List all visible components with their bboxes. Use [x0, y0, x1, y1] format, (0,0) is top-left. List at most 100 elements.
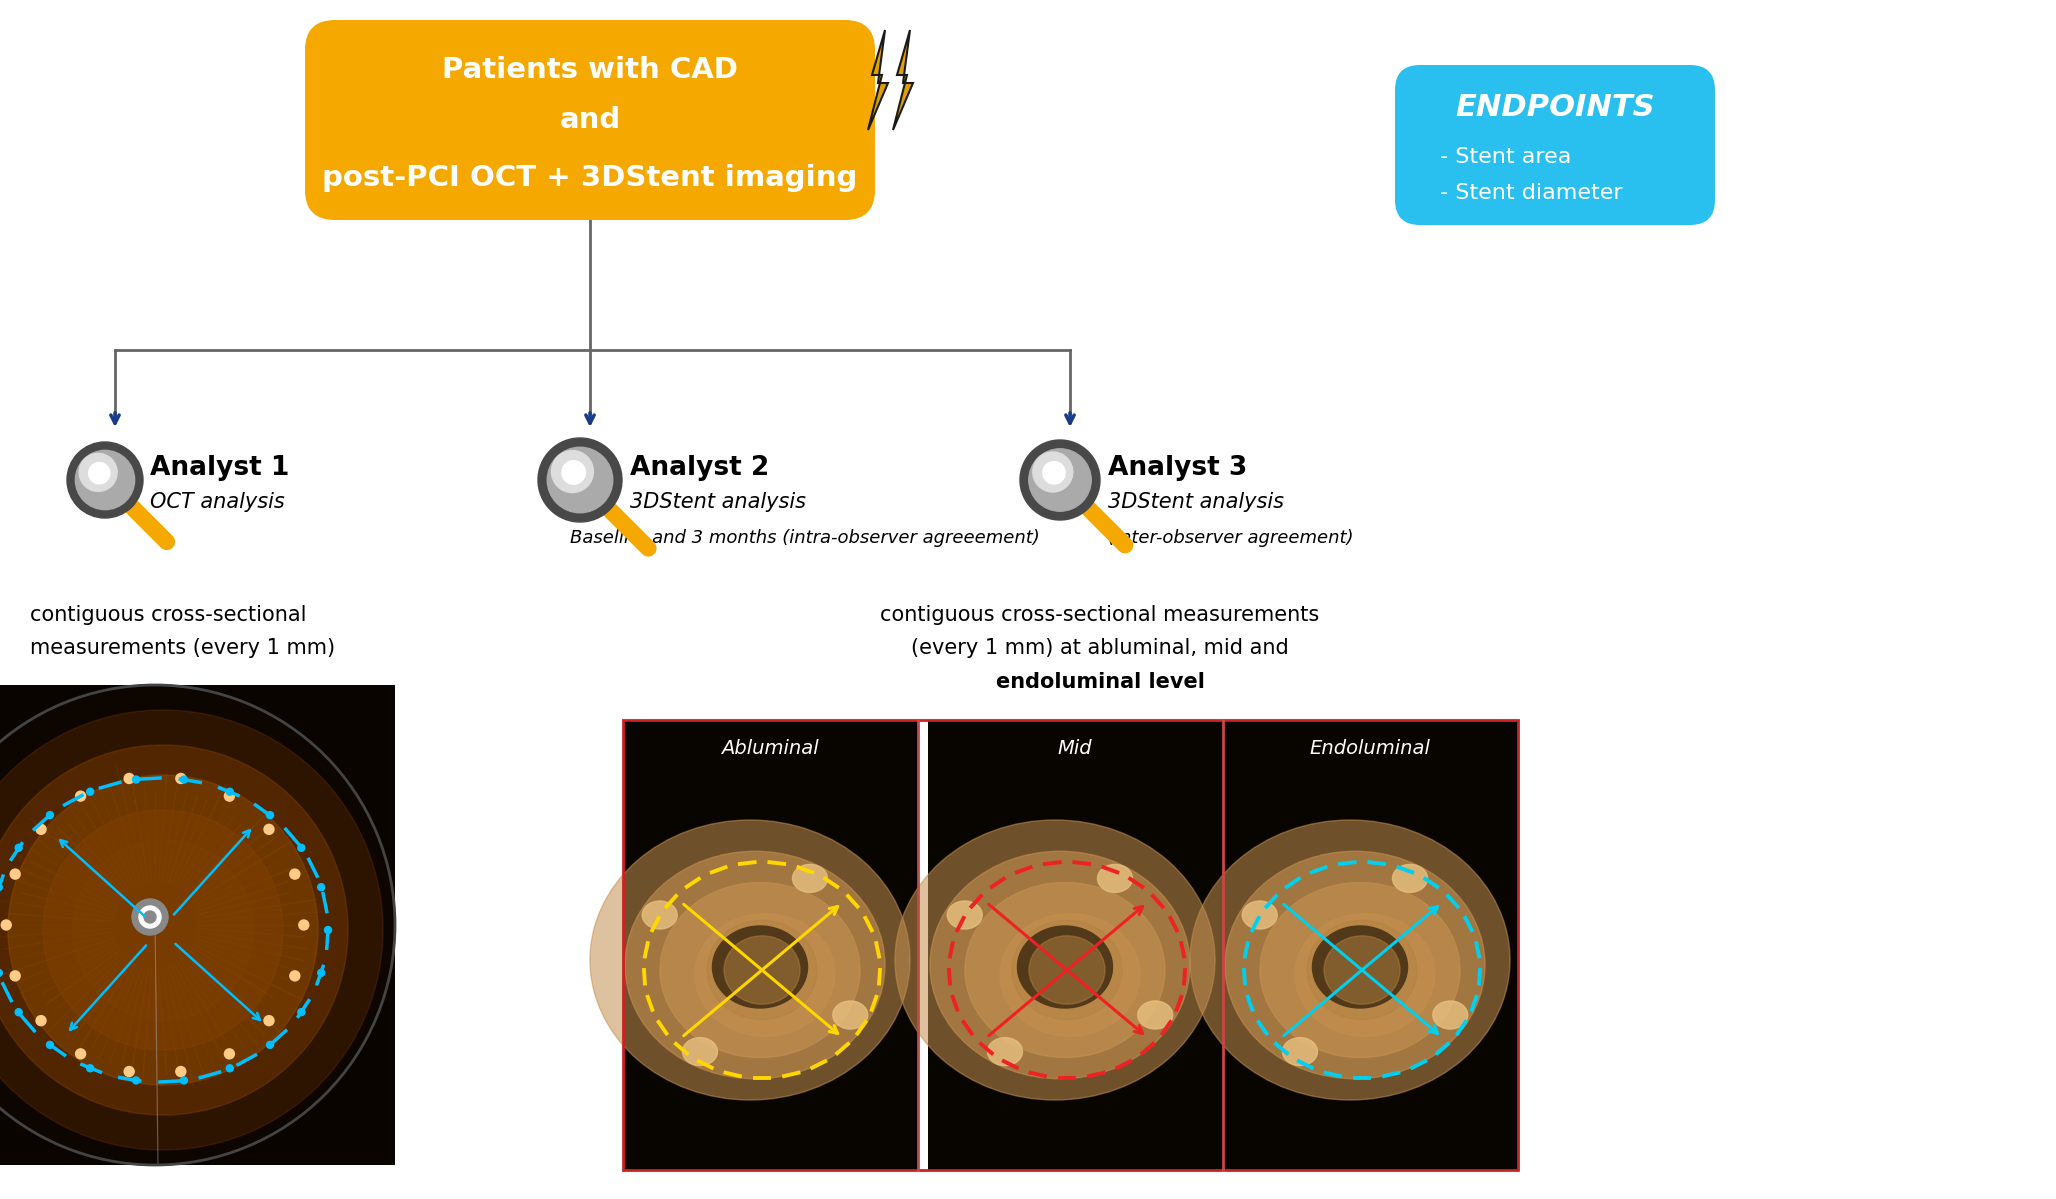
Circle shape: [298, 920, 308, 930]
Circle shape: [140, 906, 160, 928]
Circle shape: [224, 1049, 234, 1059]
Circle shape: [10, 971, 21, 981]
Circle shape: [86, 788, 95, 795]
Text: Baseline and 3 months (intra-observer agreeement): Baseline and 3 months (intra-observer ag…: [570, 529, 1040, 547]
Circle shape: [319, 969, 325, 976]
Ellipse shape: [1324, 935, 1400, 1005]
Circle shape: [325, 927, 331, 934]
Circle shape: [267, 812, 273, 819]
Circle shape: [181, 1077, 187, 1084]
Circle shape: [14, 844, 23, 851]
Circle shape: [80, 453, 117, 492]
Circle shape: [1032, 452, 1073, 492]
Text: and: and: [559, 106, 621, 134]
Ellipse shape: [1028, 935, 1104, 1005]
Text: endoluminal level: endoluminal level: [995, 671, 1205, 692]
Text: Endoluminal: Endoluminal: [1310, 739, 1431, 758]
FancyBboxPatch shape: [1396, 65, 1715, 225]
Ellipse shape: [1190, 820, 1509, 1099]
Circle shape: [226, 788, 232, 795]
Circle shape: [290, 869, 300, 879]
Circle shape: [132, 776, 140, 783]
Ellipse shape: [894, 820, 1215, 1099]
Ellipse shape: [1392, 864, 1427, 892]
Circle shape: [181, 776, 187, 783]
Ellipse shape: [1433, 1001, 1468, 1029]
Text: (every 1 mm) at abluminal, mid and: (every 1 mm) at abluminal, mid and: [911, 638, 1289, 658]
Ellipse shape: [641, 900, 676, 929]
Circle shape: [47, 812, 53, 819]
Ellipse shape: [590, 820, 911, 1099]
Text: 3DStent analysis: 3DStent analysis: [629, 492, 806, 512]
Circle shape: [37, 825, 45, 835]
Ellipse shape: [999, 914, 1139, 1036]
Circle shape: [1042, 462, 1065, 484]
Circle shape: [319, 884, 325, 891]
Circle shape: [177, 773, 185, 783]
Text: post-PCI OCT + 3DStent imaging: post-PCI OCT + 3DStent imaging: [323, 164, 857, 192]
Circle shape: [290, 971, 300, 981]
Circle shape: [0, 710, 382, 1150]
Circle shape: [561, 460, 586, 484]
Text: measurements (every 1 mm): measurements (every 1 mm): [31, 638, 335, 658]
Circle shape: [10, 869, 21, 879]
Circle shape: [267, 1042, 273, 1048]
Circle shape: [551, 451, 594, 493]
Ellipse shape: [625, 851, 884, 1079]
Circle shape: [1020, 440, 1100, 520]
Circle shape: [74, 840, 253, 1020]
Ellipse shape: [792, 864, 827, 892]
Circle shape: [123, 773, 134, 783]
Circle shape: [2, 920, 10, 930]
Ellipse shape: [1308, 921, 1417, 1019]
FancyBboxPatch shape: [0, 685, 395, 1165]
Text: Mid: Mid: [1057, 739, 1092, 758]
Circle shape: [0, 685, 395, 1165]
Ellipse shape: [695, 914, 835, 1036]
Circle shape: [8, 775, 319, 1085]
Ellipse shape: [713, 926, 808, 1008]
Ellipse shape: [1283, 1037, 1318, 1066]
Circle shape: [132, 1077, 140, 1084]
Text: ENDPOINTS: ENDPOINTS: [1456, 92, 1655, 121]
Circle shape: [86, 1065, 95, 1072]
Circle shape: [37, 1016, 45, 1025]
FancyBboxPatch shape: [927, 721, 1223, 1170]
Ellipse shape: [660, 882, 859, 1058]
Text: - Stent diameter: - Stent diameter: [1439, 183, 1622, 203]
Text: contiguous cross-sectional measurements: contiguous cross-sectional measurements: [880, 605, 1320, 625]
Circle shape: [547, 447, 613, 513]
Ellipse shape: [1312, 926, 1408, 1008]
Text: 3DStent analysis: 3DStent analysis: [1108, 492, 1285, 512]
Ellipse shape: [1137, 1001, 1172, 1029]
Circle shape: [76, 1049, 86, 1059]
Ellipse shape: [1012, 921, 1123, 1019]
Ellipse shape: [683, 1037, 718, 1066]
Circle shape: [0, 745, 347, 1115]
Text: Analyst 3: Analyst 3: [1108, 454, 1248, 481]
Circle shape: [0, 884, 2, 891]
Circle shape: [177, 1067, 185, 1077]
Text: Abluminal: Abluminal: [722, 739, 818, 758]
FancyBboxPatch shape: [1223, 721, 1517, 1170]
Ellipse shape: [964, 882, 1166, 1058]
Circle shape: [123, 1067, 134, 1077]
Circle shape: [76, 451, 134, 510]
Ellipse shape: [1295, 914, 1435, 1036]
Circle shape: [263, 1016, 273, 1025]
Ellipse shape: [948, 900, 983, 929]
Polygon shape: [892, 30, 913, 129]
Circle shape: [76, 791, 86, 801]
Ellipse shape: [724, 935, 800, 1005]
Text: OCT analysis: OCT analysis: [150, 492, 284, 512]
Ellipse shape: [1225, 851, 1484, 1079]
Circle shape: [0, 969, 2, 976]
Ellipse shape: [929, 851, 1190, 1079]
Ellipse shape: [707, 921, 816, 1019]
Text: contiguous cross-sectional: contiguous cross-sectional: [31, 605, 306, 625]
Ellipse shape: [1098, 864, 1133, 892]
FancyBboxPatch shape: [304, 20, 876, 219]
Ellipse shape: [833, 1001, 868, 1029]
Text: Analyst 2: Analyst 2: [629, 454, 769, 481]
FancyBboxPatch shape: [623, 721, 917, 1170]
